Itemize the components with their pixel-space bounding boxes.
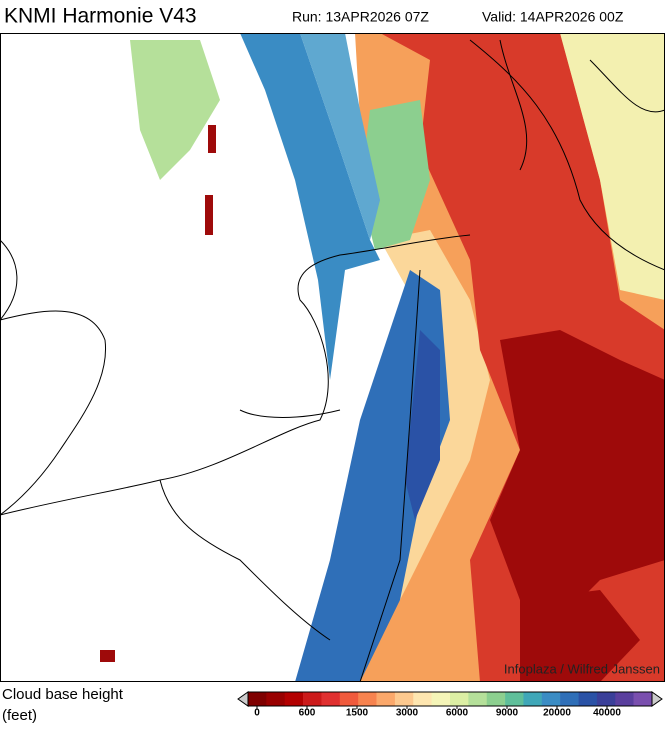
colorbar-swatch <box>321 692 341 706</box>
cloud-speck <box>205 195 213 235</box>
cloud-yellow <box>560 33 665 300</box>
cloud-darkred-2 <box>520 590 640 682</box>
coast-denmark <box>499 39 665 171</box>
cloud-speck <box>208 125 216 153</box>
colorbar-swatch <box>633 692 653 706</box>
colorbar-swatch <box>413 692 432 706</box>
colorbar-swatch <box>486 692 506 706</box>
cloud-green <box>360 100 430 250</box>
cloud-green-2 <box>130 40 220 180</box>
cloud-darkred <box>490 330 665 620</box>
cloud-lightblue <box>300 33 380 240</box>
borders <box>159 409 341 641</box>
colorbar-swatch <box>560 692 579 706</box>
colorbar-tick-label: 40000 <box>593 708 621 719</box>
cloud-blue <box>240 33 380 380</box>
colorbar-swatch <box>266 692 286 706</box>
colorbar-swatch <box>505 692 524 706</box>
credit: Infoplaza / Wilfred Janssen <box>504 661 660 676</box>
cloud-navy <box>405 330 440 520</box>
cloud-darkblue <box>295 270 450 682</box>
colorbar-swatch <box>284 692 304 706</box>
coast-nl <box>0 234 471 516</box>
colorbar-swatch <box>450 692 469 706</box>
valid-time: Valid: 14APR2026 00Z <box>482 9 624 25</box>
colorbar-swatch <box>431 692 451 706</box>
colorbar-swatch <box>596 692 616 706</box>
colorbar-swatch <box>523 692 543 706</box>
map: Infoplaza / Wilfred Janssen <box>0 33 665 683</box>
colorbar-swatch <box>358 692 377 706</box>
colorbar-tick-label: 3000 <box>396 708 419 719</box>
colorbar-swatch <box>303 692 322 706</box>
legend-unit: (feet) <box>2 707 37 724</box>
colorbar-swatch <box>376 692 396 706</box>
colorbar: 0 600 1500 3000 6000 9000 20000 40000 <box>237 691 663 719</box>
colorbar-swatch <box>541 692 561 706</box>
borders-east <box>359 39 665 683</box>
colorbar-swatch <box>615 692 634 706</box>
coast-uk <box>0 239 107 516</box>
colorbar-swatch <box>578 692 598 706</box>
cloud-light <box>350 230 490 640</box>
coastlines <box>0 39 665 683</box>
colorbar-frame <box>247 691 653 707</box>
colorbar-swatch <box>468 692 488 706</box>
colorbar-tick-label: 1500 <box>346 708 369 719</box>
colorbar-tick-label: 20000 <box>543 708 571 719</box>
legend-title: Cloud base height <box>2 686 124 703</box>
colorbar-tick-label: 600 <box>299 708 316 719</box>
colorbar-tick-label: 0 <box>254 708 260 719</box>
colorbar-swatch <box>339 692 359 706</box>
map-title: KNMI Harmonie V43 <box>4 5 197 28</box>
colorbar-swatch <box>248 692 267 706</box>
colorbar-tick-label: 6000 <box>446 708 469 719</box>
cloud-speck <box>100 650 115 662</box>
run-time: Run: 13APR2026 07Z <box>292 9 429 25</box>
colorbar-tick-label: 9000 <box>496 708 519 719</box>
colorbar-swatch <box>394 692 414 706</box>
